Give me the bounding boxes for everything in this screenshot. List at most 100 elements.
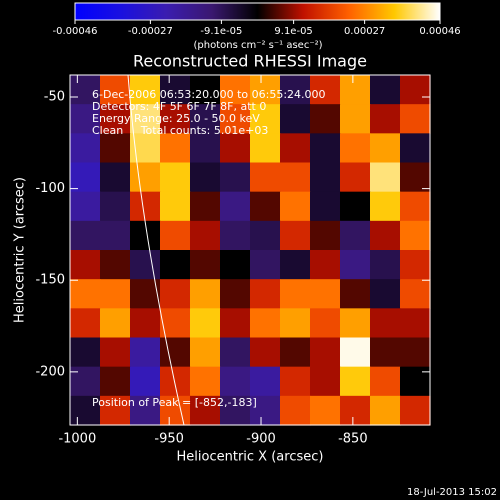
image-cell <box>220 279 251 309</box>
image-cell <box>400 279 431 309</box>
image-cell <box>400 104 431 134</box>
image-cell <box>70 133 101 164</box>
image-cell <box>310 308 341 339</box>
image-cell <box>340 366 371 397</box>
image-cell <box>70 308 101 339</box>
image-cell <box>70 220 101 251</box>
image-cell <box>160 133 191 164</box>
image-cell <box>400 366 431 397</box>
image-cell <box>280 250 311 280</box>
x-tick-label: -950 <box>154 432 184 447</box>
image-cell <box>400 250 431 280</box>
image-cell <box>160 395 191 426</box>
image-cell <box>190 133 221 164</box>
image-cell <box>220 366 251 397</box>
image-cell <box>130 162 161 193</box>
image-cell <box>190 279 221 309</box>
image-cell <box>340 395 371 426</box>
image-cell <box>400 220 431 251</box>
image-cell <box>310 162 341 193</box>
image-cell <box>370 104 401 134</box>
x-axis-label: Heliocentric X (arcsec) <box>177 450 324 465</box>
image-cell <box>100 191 131 222</box>
image-cell <box>250 75 281 105</box>
image-cell <box>130 366 161 397</box>
chart-title: Reconstructed RHESSI Image <box>133 52 367 71</box>
image-cell <box>70 250 101 280</box>
y-tick-label: -150 <box>35 273 65 288</box>
image-cell <box>280 395 311 426</box>
image-cell <box>310 250 341 280</box>
image-cell <box>340 337 371 368</box>
image-cell <box>340 220 371 251</box>
image-cell <box>400 395 431 426</box>
image-cell <box>310 75 341 105</box>
colorbar-tick-label: -0.00046 <box>53 26 98 37</box>
image-cell <box>250 366 281 397</box>
image-cell <box>220 191 251 222</box>
image-cell <box>100 395 131 426</box>
image-cell <box>130 133 161 164</box>
image-cell <box>190 104 221 134</box>
image-cell <box>370 162 401 193</box>
image-cell <box>220 162 251 193</box>
image-cell <box>250 104 281 134</box>
colorbar-tick-label: -9.1e-05 <box>200 26 242 37</box>
y-tick-label: -50 <box>44 89 65 104</box>
image-cell <box>370 308 401 339</box>
image-cell <box>190 366 221 397</box>
image-cell <box>370 279 401 309</box>
image-cell <box>160 337 191 368</box>
image-cell <box>190 395 221 426</box>
image-cell <box>100 279 131 309</box>
image-cell <box>190 75 221 105</box>
y-tick-label: -100 <box>35 181 65 196</box>
colorbar-tick-label: -0.00027 <box>128 26 173 37</box>
image-cell <box>280 104 311 134</box>
image-cell <box>70 104 101 134</box>
image-cell <box>70 162 101 193</box>
image-cell <box>250 250 281 280</box>
colorbar-tick-label: 0.00046 <box>419 26 460 37</box>
image-cell <box>340 162 371 193</box>
image-cell <box>400 162 431 193</box>
colorbar-label: (photons cm⁻² s⁻¹ asec⁻²) <box>193 40 322 51</box>
image-cell <box>220 133 251 164</box>
image-cell <box>100 220 131 251</box>
image-cell <box>130 308 161 339</box>
image-cell <box>280 162 311 193</box>
image-cell <box>130 191 161 222</box>
image-cell <box>310 104 341 134</box>
image-cell <box>160 75 191 105</box>
image-cell <box>370 220 401 251</box>
plot-frame <box>69 74 431 426</box>
image-cell <box>100 366 131 397</box>
image-cell <box>160 250 191 280</box>
footer: 18-Jul-2013 15:02 <box>407 487 497 498</box>
image-cell <box>310 366 341 397</box>
annotation: Detectors: 4F 5F 6F 7F 8F, att 0 <box>92 100 266 113</box>
image-cell <box>340 250 371 280</box>
image-cell <box>250 220 281 251</box>
x-tick-label: -900 <box>246 432 276 447</box>
image-cell <box>280 366 311 397</box>
image-cell <box>370 395 401 426</box>
image-cell <box>340 279 371 309</box>
image-cell <box>220 250 251 280</box>
y-axis-label: Heliocentric Y (arcsec) <box>13 177 28 323</box>
image-cell <box>250 162 281 193</box>
annotation: Energy Range: 25.0 - 50.0 keV <box>92 112 260 125</box>
image-cell <box>100 133 131 164</box>
colorbar <box>74 2 441 21</box>
image-cell <box>310 191 341 222</box>
image-cell <box>280 220 311 251</box>
image-cell <box>400 337 431 368</box>
image-cell <box>280 308 311 339</box>
image-cell <box>280 279 311 309</box>
image-cell <box>160 366 191 397</box>
image-cell <box>160 191 191 222</box>
image-cell <box>220 308 251 339</box>
image-cell <box>250 308 281 339</box>
image-cell <box>370 133 401 164</box>
image-cell <box>190 162 221 193</box>
